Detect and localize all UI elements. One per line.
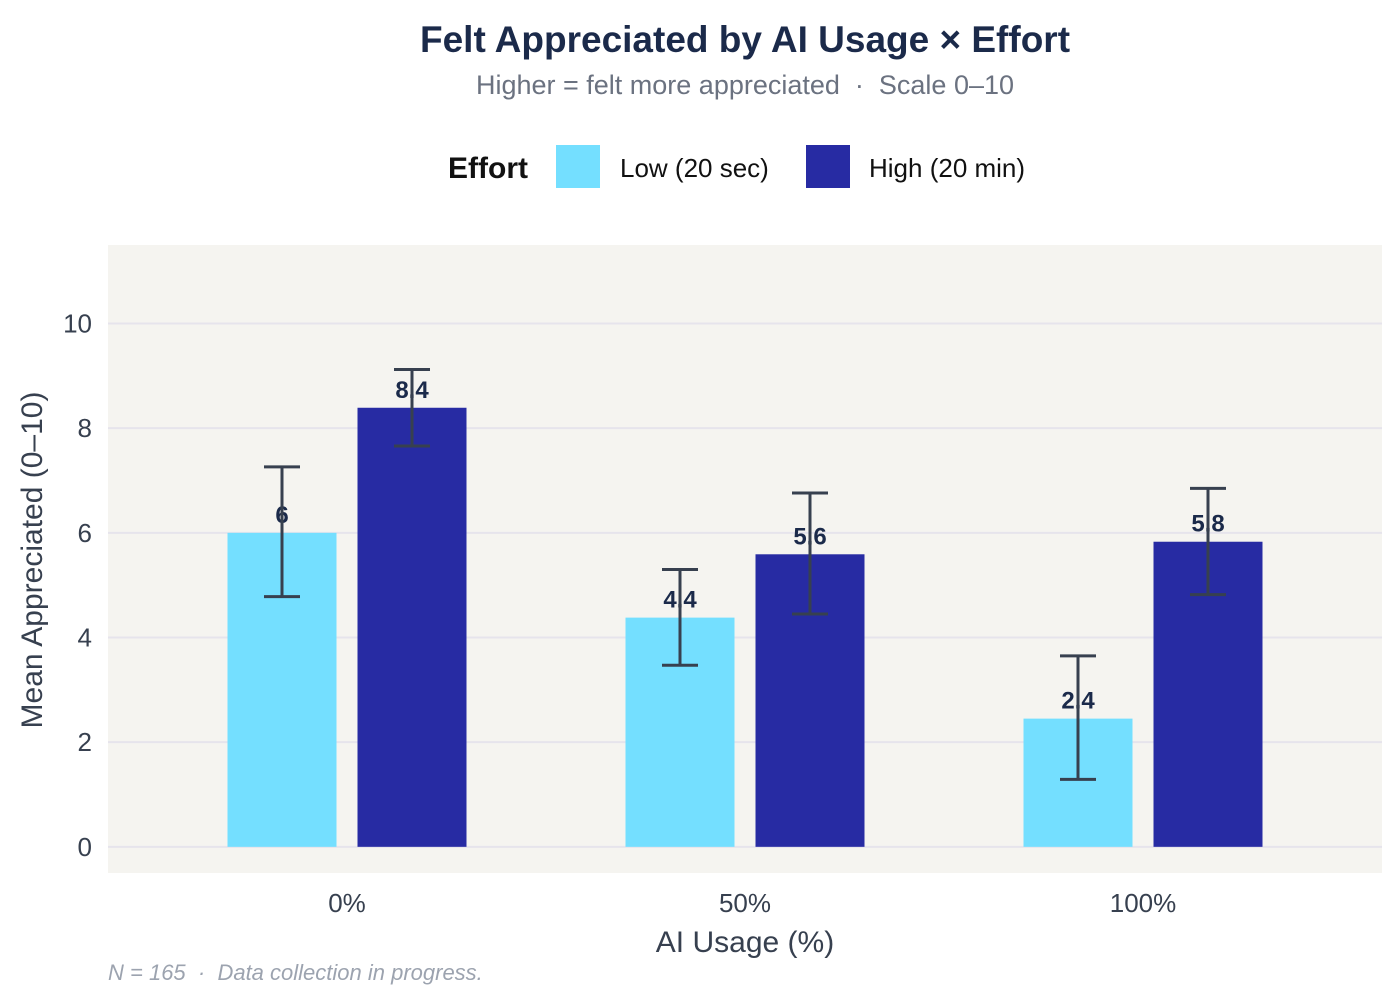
x-tick-label: 100% <box>1110 888 1177 918</box>
y-tick-label: 8 <box>78 413 92 443</box>
legend-title: Effort <box>448 152 528 185</box>
x-tick-label: 50% <box>719 888 771 918</box>
y-tick-label: 0 <box>78 832 92 862</box>
y-axis-ticks: 0 2 4 6 8 10 <box>63 309 92 862</box>
y-tick-label: 2 <box>78 727 92 757</box>
y-tick-label: 4 <box>78 623 92 653</box>
legend: Effort Low (20 sec) High (20 min) <box>448 145 1025 188</box>
chart-subtitle: Higher = felt more appreciated · Scale 0… <box>476 70 1014 100</box>
caption: N = 165 · Data collection in progress. <box>108 960 483 985</box>
x-axis-ticks: 0% 50% 100% <box>328 888 1176 918</box>
legend-swatch-high <box>806 145 850 188</box>
x-axis-label: AI Usage (%) <box>656 926 834 959</box>
chart-title: Felt Appreciated by AI Usage × Effort <box>420 19 1070 60</box>
y-tick-label: 6 <box>78 518 92 548</box>
legend-label-high: High (20 min) <box>869 153 1025 183</box>
legend-label-low: Low (20 sec) <box>620 153 769 183</box>
x-tick-label: 0% <box>328 888 366 918</box>
bar <box>357 407 467 847</box>
legend-swatch-low <box>556 145 600 188</box>
y-axis-label: Mean Appreciated (0–10) <box>16 392 49 729</box>
bars: 68.44.45.62.45.8 <box>227 368 1263 847</box>
y-tick-label: 10 <box>63 309 92 339</box>
